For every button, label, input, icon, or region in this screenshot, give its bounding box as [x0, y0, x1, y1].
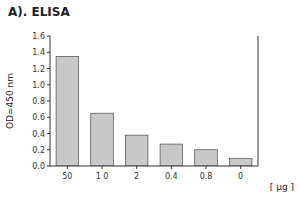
x-tick	[240, 166, 241, 169]
y-tick	[47, 68, 50, 69]
y-tick-label: 0.8	[32, 97, 45, 106]
bar	[56, 56, 79, 166]
x-tick-label: 1 0	[96, 172, 109, 181]
x-tick	[102, 166, 103, 169]
y-tick-label: 0.0	[32, 162, 45, 171]
y-tick	[47, 117, 50, 118]
x-tick-label: 0.4	[165, 172, 178, 181]
y-tick	[47, 84, 50, 85]
y-tick-label: 0.6	[32, 113, 45, 122]
y-tick	[47, 133, 50, 134]
y-tick-label: 0.4	[32, 130, 45, 139]
y-axis-label: OD=450 nm	[5, 73, 15, 129]
y-tick	[47, 36, 50, 37]
x-tick	[136, 166, 137, 169]
y-tick	[47, 52, 50, 53]
bar	[229, 159, 252, 166]
title: A). ELISA	[8, 5, 70, 19]
bar	[125, 135, 148, 166]
x-tick	[206, 166, 207, 169]
y-tick	[47, 101, 50, 102]
y-tick-label: 1.0	[32, 81, 45, 90]
y-tick-label: 1.6	[32, 32, 45, 41]
x-axis-line	[50, 166, 258, 167]
x-tick-label: 2	[134, 172, 139, 181]
bar	[195, 150, 218, 166]
bar	[160, 144, 183, 166]
chart-container: A). ELISA 0.0 0.2 0.4 0.6 0.8 1.0 1.2 1.4 1.6 50 1 …	[0, 0, 300, 200]
x-tick-label: 50	[62, 172, 72, 181]
y-tick	[47, 166, 50, 167]
y-tick-label: 1.4	[32, 48, 45, 57]
x-tick	[67, 166, 68, 169]
x-tick-label: 0	[238, 172, 243, 181]
bars	[56, 56, 252, 166]
x-axis-label: [ μg ]	[270, 182, 294, 192]
x-tick-label: 0.8	[200, 172, 213, 181]
bar	[91, 113, 114, 166]
chart-svg: A). ELISA 0.0 0.2 0.4 0.6 0.8 1.0 1.2 1.4 1.6 50 1 …	[0, 0, 300, 200]
y-tick	[47, 149, 50, 150]
y-tick-label: 1.2	[32, 65, 45, 74]
x-tick	[171, 166, 172, 169]
y-tick-label: 0.2	[32, 146, 45, 155]
right-axis-line	[258, 36, 259, 166]
